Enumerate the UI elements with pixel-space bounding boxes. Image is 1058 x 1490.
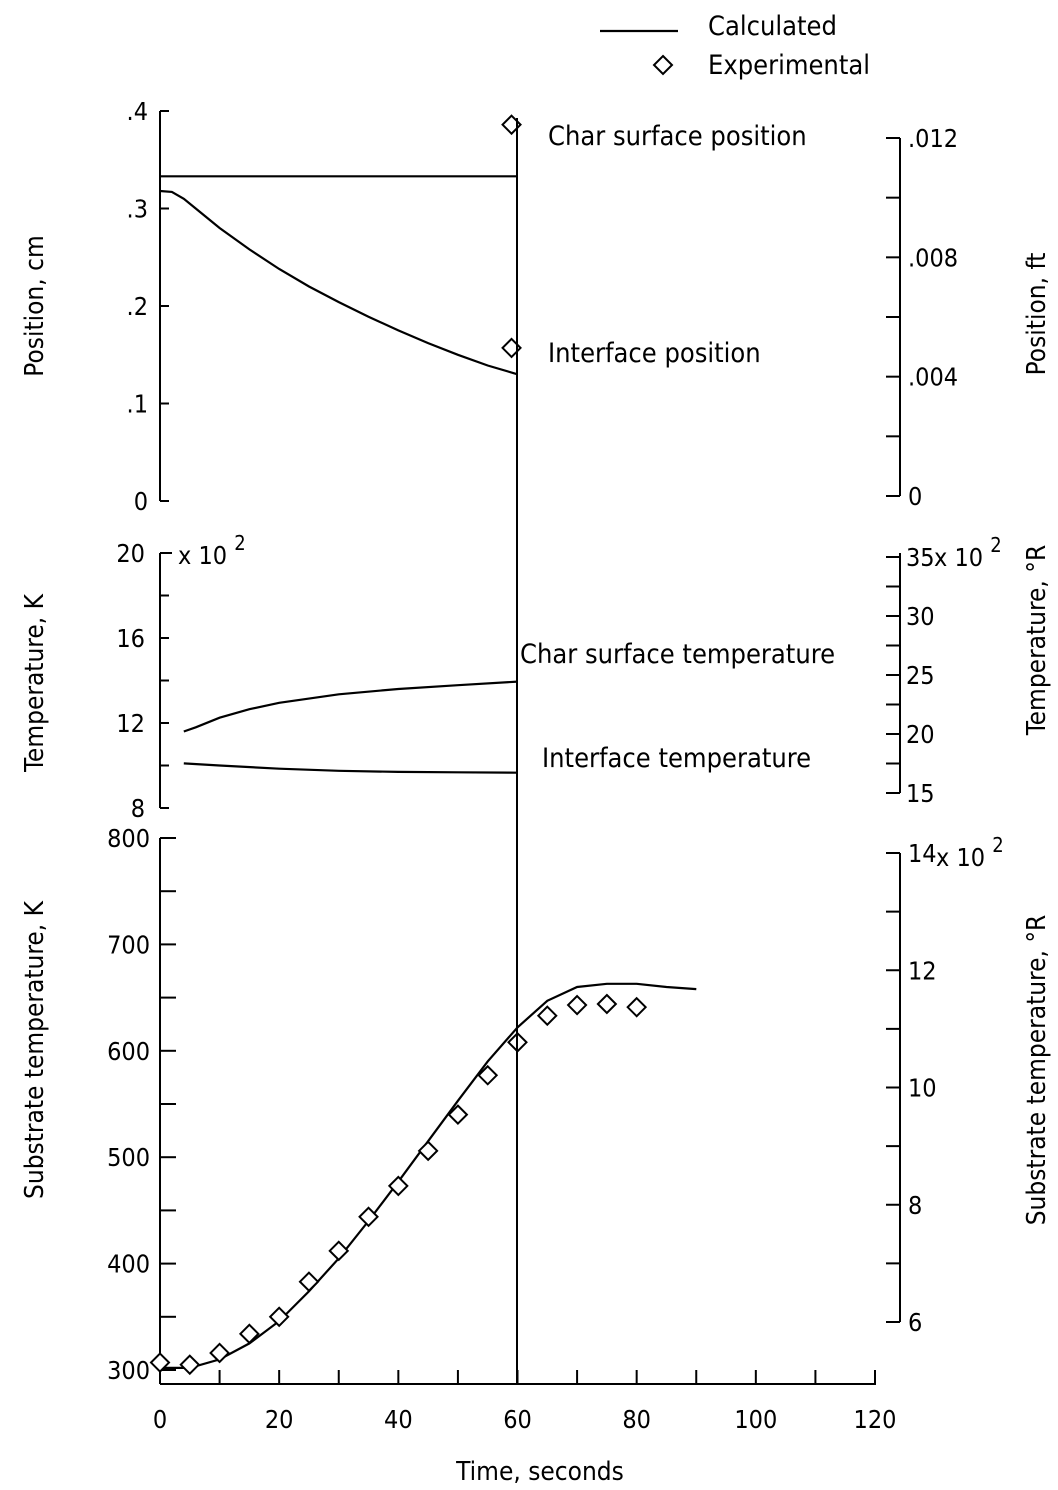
right-tick-label: 0 xyxy=(908,482,922,511)
right-multiplier: x 10 2 xyxy=(936,833,1004,872)
experimental-point xyxy=(268,1306,290,1328)
right-tick-label: 10 xyxy=(908,1074,937,1103)
right-axis-title: Position, ft xyxy=(1022,253,1052,376)
x-tick-label: 40 xyxy=(384,1405,413,1434)
right-tick-label: 15 xyxy=(906,779,935,808)
right-tick-label: 35 xyxy=(906,543,935,572)
legend: Calculated Experimental xyxy=(600,11,870,81)
substrate-panel: 300 400 500 600 700 800 0 20 40 60 80 100 120 Time, s… xyxy=(20,824,1052,1487)
experimental-point xyxy=(358,1206,379,1228)
right-tick-label: 25 xyxy=(906,661,935,690)
left-tick-label: .2 xyxy=(127,292,148,321)
experimental-point xyxy=(536,1005,558,1027)
x-tick-label: 20 xyxy=(265,1405,294,1434)
right-axis-title: Temperature, °R xyxy=(1022,545,1052,736)
left-tick-label: 600 xyxy=(107,1037,150,1066)
position-panel: 0 .1 .2 .3 .4 0 .004 .008 .012 Position, cm Positi… xyxy=(20,97,1052,516)
left-tick-label: 0 xyxy=(134,487,148,516)
left-tick-label: 500 xyxy=(107,1143,150,1172)
experimental-point xyxy=(596,993,618,1015)
experimental-point xyxy=(417,1140,439,1162)
right-multiplier: x 10 2 xyxy=(934,533,1002,572)
experimental-point xyxy=(209,1342,230,1364)
right-tick-label: 12 xyxy=(908,956,937,985)
left-axis-title: Temperature, K xyxy=(20,593,50,773)
left-tick-label: 800 xyxy=(107,824,150,853)
right-tick-label: .008 xyxy=(908,243,958,272)
annotation-char-surface-position: Char surface position xyxy=(548,121,807,152)
right-tick-label: 8 xyxy=(908,1191,922,1220)
x-tick-label: 120 xyxy=(854,1405,897,1434)
x-tick-label: 80 xyxy=(622,1405,651,1434)
legend-calculated-label: Calculated xyxy=(708,11,837,42)
left-tick-label: 16 xyxy=(116,624,145,653)
x-tick-label: 60 xyxy=(503,1405,532,1434)
experimental-point xyxy=(149,1352,171,1373)
left-tick-label: 700 xyxy=(107,930,150,959)
right-tick-label: 20 xyxy=(906,720,935,749)
experimental-point xyxy=(298,1271,320,1293)
right-tick-label: 14 xyxy=(908,839,937,868)
legend-experimental-marker xyxy=(652,54,674,76)
x-tick-label: 100 xyxy=(734,1405,777,1434)
experimental-point xyxy=(477,1064,499,1086)
left-axis-title: Position, cm xyxy=(20,235,50,376)
left-tick-label: 20 xyxy=(116,539,145,568)
right-tick-label: .012 xyxy=(908,124,958,153)
interface-temperature-curve xyxy=(183,762,518,774)
left-tick-label: .1 xyxy=(127,390,148,419)
interface-position-curve xyxy=(159,189,518,376)
experimental-point xyxy=(387,1175,409,1197)
right-tick-label: 30 xyxy=(906,602,935,631)
char-surface-temperature-curve xyxy=(183,680,518,733)
left-tick-label: 400 xyxy=(107,1250,150,1279)
right-tick-label: .004 xyxy=(908,363,958,392)
left-tick-label: 300 xyxy=(107,1356,150,1385)
left-axis-title: Substrate temperature, K xyxy=(20,900,50,1199)
experimental-point xyxy=(447,1104,469,1126)
left-tick-label: 12 xyxy=(116,709,145,738)
annotation-interface-position: Interface position xyxy=(548,338,761,369)
experimental-point xyxy=(626,996,648,1018)
x-axis-title: Time, seconds xyxy=(455,1457,624,1487)
experimental-point xyxy=(179,1354,201,1376)
right-tick-label: 6 xyxy=(908,1308,922,1337)
calculated-substrate-curve xyxy=(160,982,697,1370)
annotation-char-surface-temperature: Char surface temperature xyxy=(520,639,835,670)
left-multiplier: x 10 2 xyxy=(178,531,246,570)
left-tick-label: .4 xyxy=(127,97,148,126)
experimental-point xyxy=(328,1240,350,1262)
left-tick-label: .3 xyxy=(127,195,148,224)
experimental-point xyxy=(238,1323,260,1345)
x-tick-label: 0 xyxy=(153,1405,167,1434)
right-axis-title: Substrate temperature, °R xyxy=(1022,915,1052,1226)
left-tick-label: 8 xyxy=(131,794,145,823)
annotation-interface-temperature: Interface temperature xyxy=(542,743,811,774)
legend-experimental-label: Experimental xyxy=(708,50,870,81)
experimental-point xyxy=(566,994,588,1016)
